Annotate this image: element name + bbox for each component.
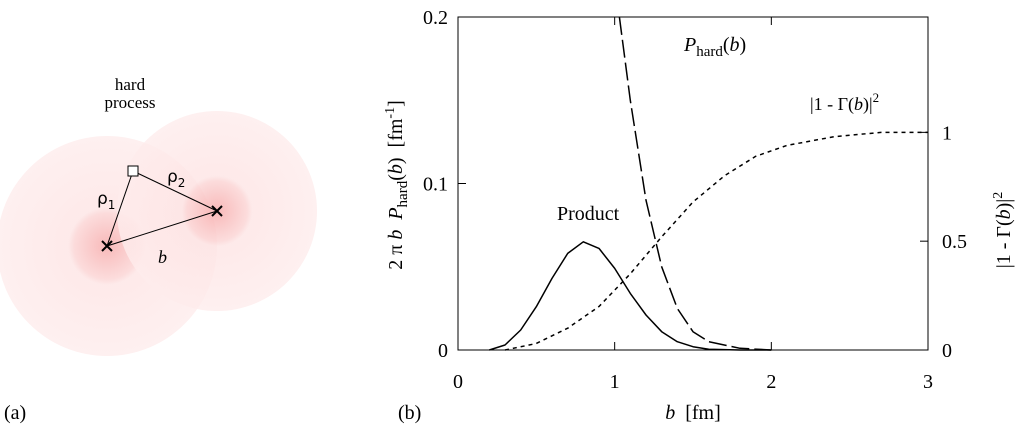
plot-frame (457, 16, 929, 351)
label: P (683, 34, 696, 56)
series-label: Phard(b) (683, 34, 746, 60)
label: 2 π (385, 240, 407, 270)
label: b (993, 209, 1015, 219)
label: )| (863, 94, 873, 115)
label: ) [fm (385, 118, 407, 164)
label: |1 - Γ( (810, 94, 854, 115)
label: P (385, 207, 407, 229)
label: ρ (97, 189, 108, 209)
x-tick-label: 3 (923, 371, 933, 393)
label: [fm] (675, 402, 721, 424)
y2-axis-label: |1 - Γ(b)|2 (991, 192, 1015, 269)
y2-tick-label: 1 (942, 122, 952, 144)
y-axis-label: 2 π b Phard(b) [fm-1] (383, 100, 411, 270)
label: b (854, 94, 863, 114)
x-tick-label: 1 (610, 371, 620, 393)
label: 1 (108, 198, 116, 212)
label: hard (395, 180, 411, 207)
x-tick-label: 2 (766, 371, 776, 393)
label: process (105, 93, 156, 112)
label: 2 (873, 90, 880, 105)
label: b (730, 34, 740, 56)
label: hard (115, 75, 146, 94)
series-label: |1 - Γ(b)|2 (810, 90, 879, 115)
y2-tick-label: 0.5 (942, 231, 967, 253)
hard-vertex (127, 165, 139, 177)
label: ) (740, 34, 747, 56)
rho1-line (106, 170, 134, 247)
label: ρ (167, 167, 178, 187)
label: ρ1 (97, 189, 115, 212)
y-tick-label: 0.2 (423, 7, 448, 29)
nucleon-center (101, 205, 223, 252)
label: Product (557, 203, 620, 225)
label: b (665, 402, 675, 424)
y-tick-label: 0 (438, 340, 448, 362)
label: b (385, 230, 407, 240)
label: ( (385, 174, 407, 181)
label: )| (993, 199, 1015, 210)
label: 2 (178, 176, 186, 190)
panel-label: (a) (4, 402, 26, 424)
label: b (385, 164, 407, 174)
label: b (158, 247, 167, 267)
label: ( (723, 34, 730, 56)
rho2-line (132, 170, 218, 212)
y2-tick-label: 0 (942, 340, 952, 362)
label: ] (385, 100, 407, 107)
panel-label: (b) (398, 402, 421, 424)
x-axis-label: b [fm] (665, 402, 721, 424)
label: 2 (991, 192, 1006, 199)
x-tick-label: 0 (453, 371, 463, 393)
label: |1 - Γ( (993, 219, 1015, 268)
label: ρ2 (167, 167, 185, 190)
series-line (618, 16, 772, 351)
y-tick-label: 0.1 (423, 174, 448, 196)
series-line (489, 241, 772, 351)
label: hard (696, 44, 723, 60)
label: -1 (383, 107, 398, 119)
series-label: Product (557, 203, 620, 225)
diagram: hard process ρ1 ρ2 b (0, 75, 317, 356)
series-line (504, 131, 928, 351)
b-line (106, 210, 218, 247)
